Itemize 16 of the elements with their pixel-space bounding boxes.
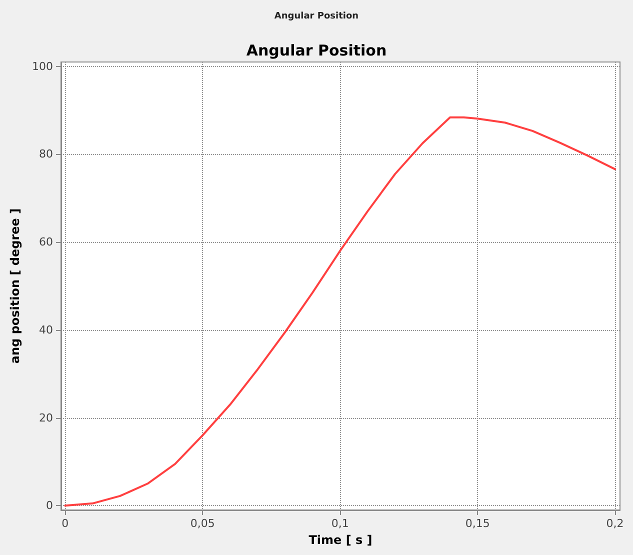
y-tick-label: 40 (39, 323, 53, 336)
y-axis-title: ang position [ degree ] (8, 208, 22, 364)
chart-title: Angular Position (246, 42, 387, 60)
x-tick-label: 0,1 (331, 517, 349, 530)
line-series (64, 116, 616, 507)
y-tick-label: 0 (46, 499, 53, 512)
y-tick-label: 20 (39, 411, 53, 424)
y-tick-label: 60 (39, 236, 53, 249)
y-tick-label: 80 (39, 148, 53, 161)
x-tick-label: 0,15 (465, 517, 490, 530)
x-axis-title: Time [ s ] (308, 532, 372, 547)
text: Angular Position (274, 12, 359, 22)
x-tick-label: 0,05 (190, 517, 215, 530)
y-tick-label: 100 (32, 60, 53, 73)
x-tick-label: 0,2 (606, 517, 624, 530)
x-tick-label: 0 (62, 517, 69, 530)
